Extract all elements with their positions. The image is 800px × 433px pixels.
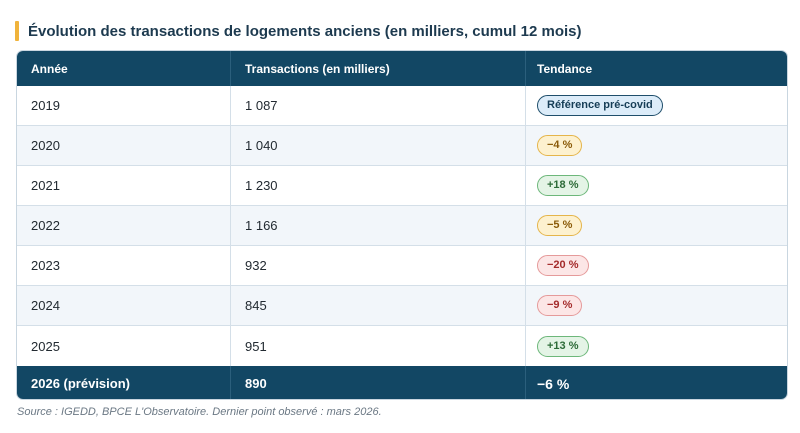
trend-cell: −4 % <box>526 126 787 165</box>
source-note: Source : IGEDD, BPCE L'Observatoire. Der… <box>17 406 382 418</box>
trend-cell: −5 % <box>526 206 787 245</box>
trend-cell: +18 % <box>526 166 787 205</box>
table-row: 2023 932 −20 % <box>17 246 787 286</box>
footer-trend: −6 % <box>537 375 570 392</box>
table-row: 2022 1 166 −5 % <box>17 206 787 246</box>
trend-badge: −9 % <box>537 295 583 316</box>
trend-cell: −9 % <box>526 286 787 325</box>
year-cell: 2025 <box>17 326 231 366</box>
year-cell: 2020 <box>17 126 231 165</box>
transactions-cell: 1 166 <box>231 206 526 245</box>
transactions-cell: 845 <box>231 286 526 325</box>
transactions-cell: 1 087 <box>231 86 526 125</box>
transactions-cell: 1 040 <box>231 126 526 165</box>
trend-badge: Référence pré-covid <box>537 95 663 116</box>
trend-badge: −5 % <box>537 215 583 236</box>
trend-cell: −20 % <box>526 246 787 285</box>
trend-cell: +13 % <box>526 326 787 366</box>
table-footer-row: 2026 (prévision) 890 −6 % <box>17 366 787 399</box>
footer-year: 2026 (prévision) <box>17 366 231 399</box>
year-cell: 2024 <box>17 286 231 325</box>
transactions-table: Année Transactions (en milliers) Tendanc… <box>16 50 788 400</box>
trend-badge: −4 % <box>537 135 583 156</box>
title-accent-bar <box>15 21 19 41</box>
trend-badge: +18 % <box>537 175 589 196</box>
transactions-cell: 951 <box>231 326 526 366</box>
trend-badge: −20 % <box>537 255 589 276</box>
trend-cell: Référence pré-covid <box>526 86 787 125</box>
table-row: 2020 1 040 −4 % <box>17 126 787 166</box>
header-year: Année <box>17 51 231 86</box>
year-cell: 2021 <box>17 166 231 205</box>
page-title: Évolution des transactions de logements … <box>28 22 582 40</box>
header-trend: Tendance <box>537 61 593 76</box>
year-cell: 2019 <box>17 86 231 125</box>
trend-badge: +13 % <box>537 335 589 357</box>
footer-transactions: 890 <box>231 366 526 399</box>
table-row: 2025 951 +13 % <box>17 326 787 366</box>
year-cell: 2022 <box>17 206 231 245</box>
header-transactions: Transactions (en milliers) <box>231 51 526 86</box>
table-row: 2019 1 087 Référence pré-covid <box>17 86 787 126</box>
transactions-cell: 932 <box>231 246 526 285</box>
transactions-cell: 1 230 <box>231 166 526 205</box>
table-row: 2021 1 230 +18 % <box>17 166 787 206</box>
title-block: Évolution des transactions de logements … <box>15 21 581 41</box>
year-cell: 2023 <box>17 246 231 285</box>
table-header-row: Année Transactions (en milliers) Tendanc… <box>17 51 787 86</box>
table-row: 2024 845 −9 % <box>17 286 787 326</box>
